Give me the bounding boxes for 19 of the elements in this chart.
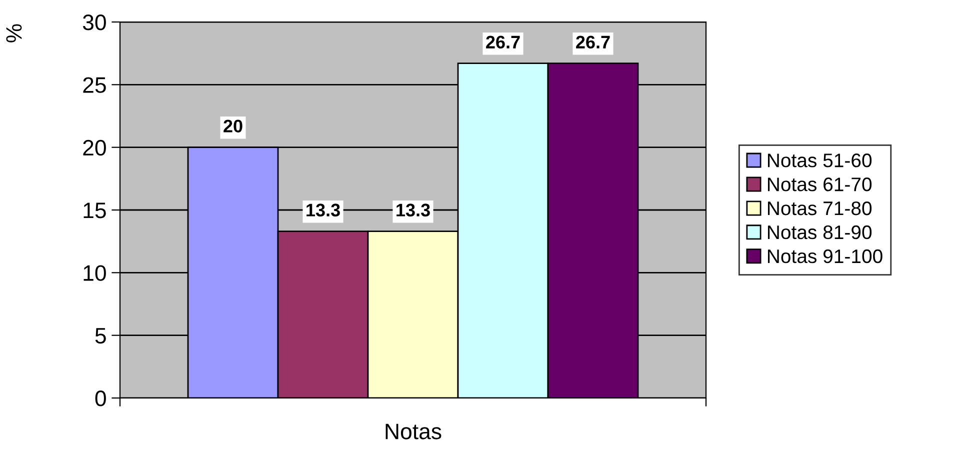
y-tick-label: 10 bbox=[84, 265, 106, 281]
x-axis-title: Notas bbox=[386, 424, 442, 440]
legend-label: Notas 61-70 bbox=[768, 177, 872, 192]
y-tick-label: 5 bbox=[95, 328, 106, 344]
data-label: 26.7 bbox=[486, 36, 520, 49]
legend-label: Notas 81-90 bbox=[768, 225, 872, 240]
legend-label: Notas 91-100 bbox=[768, 249, 882, 264]
y-tick-label: 30 bbox=[82, 14, 106, 30]
legend-label: Notas 71-80 bbox=[768, 201, 872, 216]
y-tick-label: 15 bbox=[84, 202, 106, 218]
data-label: 26.7 bbox=[576, 36, 610, 49]
data-label: 20 bbox=[224, 120, 242, 132]
y-axis-title: % bbox=[6, 24, 22, 42]
y-tick-label: 20 bbox=[83, 140, 106, 156]
legend-label: Notas 51-60 bbox=[768, 154, 872, 168]
data-label: 13.3 bbox=[306, 204, 340, 216]
y-tick-label: 25 bbox=[83, 77, 106, 93]
data-label: 13.3 bbox=[396, 204, 430, 216]
y-tick-label: 0 bbox=[95, 390, 106, 406]
